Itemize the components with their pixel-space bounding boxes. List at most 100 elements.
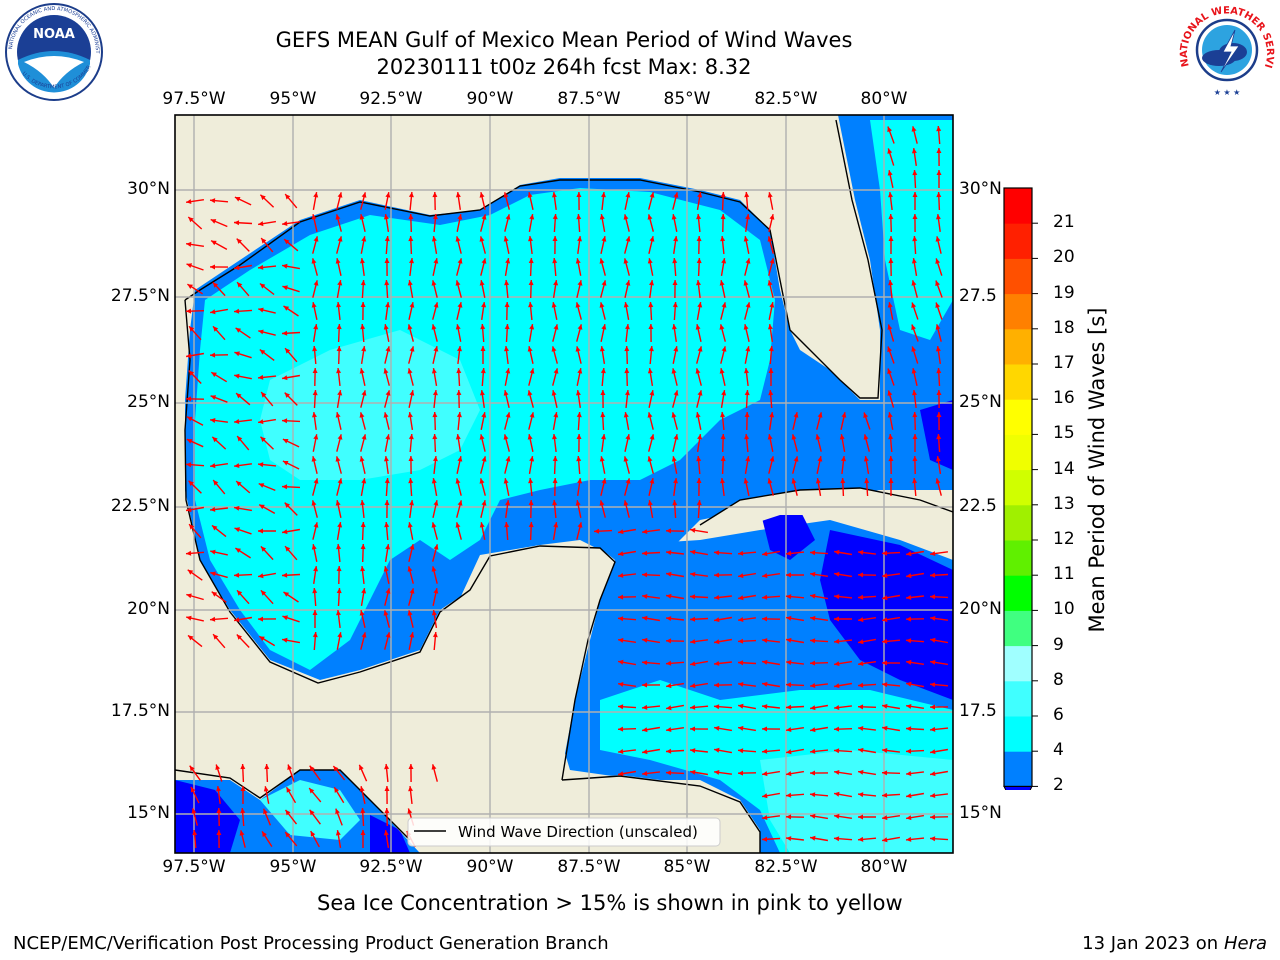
- wind-wave-arrowhead: [599, 346, 605, 352]
- wind-wave-arrowhead: [480, 346, 486, 351]
- colorbar-title: Mean Period of Wind Waves [s]: [1085, 307, 1109, 633]
- wind-wave-arrowhead: [504, 346, 509, 352]
- colorbar-tick-label: 14: [1053, 458, 1075, 479]
- wind-wave-arrowhead: [504, 302, 510, 308]
- wind-wave-arrowhead: [834, 616, 839, 622]
- colorbar-cell: [1004, 434, 1032, 471]
- wind-wave-arrowhead: [311, 258, 317, 264]
- wind-wave-arrowhead: [187, 416, 193, 422]
- colorbar: [1003, 187, 1038, 790]
- wind-wave-arrowhead: [577, 280, 583, 286]
- bahamas-water-blue: [920, 400, 953, 470]
- wind-wave-arrowhead: [695, 368, 701, 374]
- wind-wave-arrowhead: [455, 478, 461, 484]
- lon-tick-bottom: 87.5°W: [557, 857, 621, 877]
- sea-ice-note: Sea Ice Concentration > 15% is shown in …: [317, 891, 903, 915]
- wind-wave-arrowhead: [263, 786, 269, 792]
- colorbar-tick-label: 12: [1053, 529, 1075, 549]
- wind-wave-arrowhead: [575, 302, 581, 308]
- wind-wave-arrowhead: [935, 258, 941, 264]
- wind-wave-arrowhead: [527, 346, 533, 352]
- wind-wave-arrowhead: [695, 324, 701, 330]
- wind-wave-arrowhead: [888, 456, 894, 462]
- wind-wave-arrowhead: [359, 368, 365, 374]
- wind-wave-arrowhead: [258, 462, 264, 468]
- wind-wave-arrowhead: [407, 566, 413, 572]
- wind-wave-arrowhead: [671, 368, 677, 374]
- wind-wave-arrowhead: [186, 263, 193, 268]
- wind-wave-arrowhead: [858, 572, 864, 578]
- wind-wave-arrowhead: [433, 588, 439, 594]
- wind-wave-arrowhead: [599, 258, 605, 264]
- wind-wave-arrowhead: [433, 544, 439, 550]
- wind-wave-arrowhead: [408, 192, 414, 198]
- wind-wave-arrowhead: [649, 390, 655, 396]
- wind-wave-arrowhead: [738, 725, 744, 731]
- wind-wave-arrowhead: [575, 500, 581, 506]
- wind-wave-arrowhead: [455, 522, 461, 528]
- colorbar-tick-label: 21: [1053, 212, 1075, 233]
- wind-wave-arrowhead: [618, 704, 624, 710]
- wind-wave-arrowhead: [260, 194, 266, 201]
- wind-wave-arrowhead: [887, 324, 893, 330]
- wind-wave-arrowhead: [335, 214, 341, 220]
- colorbar-frame: [1003, 187, 1033, 788]
- wind-wave-arrowhead: [215, 764, 221, 770]
- wind-wave-arrowhead: [624, 368, 630, 374]
- wind-wave-arrowhead: [738, 703, 744, 709]
- wind-wave-arrowhead: [810, 638, 816, 644]
- wind-wave-arrowhead: [649, 280, 654, 286]
- wind-wave-arrowhead: [858, 814, 863, 820]
- coastline-gulf: [184, 119, 883, 399]
- date-label: 13 Jan 2023 on: [1082, 933, 1224, 954]
- wind-wave-arrowhead: [618, 616, 624, 622]
- wind-wave-arrowhead: [935, 236, 941, 242]
- wind-wave-arrowhead: [284, 502, 290, 508]
- wind-wave-arrowhead: [649, 236, 655, 242]
- wind-wave-arrowhead: [810, 705, 816, 711]
- noaa-logo-icon: NOAA NATIONAL OCEANIC AND ATMOSPHERIC AD…: [4, 2, 103, 101]
- wind-wave-arrowhead: [361, 588, 367, 594]
- wind-wave-arrowhead: [359, 456, 365, 462]
- wind-wave-arrowhead: [240, 808, 246, 814]
- lat-tick-left: 30°N: [127, 179, 170, 199]
- wind-wave-arrowhead: [888, 258, 894, 264]
- wind-wave-arrowhead: [906, 551, 912, 557]
- chart-title: GEFS MEAN Gulf of Mexico Mean Period of …: [275, 28, 853, 52]
- legend-box: [407, 817, 721, 847]
- wind-wave-arrowhead: [882, 660, 887, 666]
- wind-wave-arrowhead: [690, 639, 696, 644]
- wind-wave-arrowhead: [786, 572, 791, 578]
- lon-tick-top: 85°W: [663, 89, 711, 109]
- wind-wave-arrowhead: [188, 217, 194, 223]
- wind-wave-arrowhead: [552, 478, 558, 484]
- wind-wave-arrowhead: [576, 192, 582, 197]
- wind-wave-arrowhead: [810, 727, 816, 733]
- wind-wave-arrowhead: [720, 412, 726, 418]
- wind-wave-arrowhead: [360, 808, 366, 814]
- wind-wave-arrowhead: [599, 456, 605, 462]
- wind-wave-arrowhead: [408, 214, 414, 220]
- wind-wave-arrowhead: [335, 500, 341, 506]
- graticule: [175, 115, 953, 853]
- wind-wave-arrowhead: [624, 346, 630, 352]
- wind-wave-arrowhead: [672, 258, 678, 264]
- wind-wave-arrowhead: [912, 170, 918, 176]
- wind-wave-arrowhead: [912, 434, 918, 439]
- wind-wave-arrowhead: [666, 683, 672, 689]
- wind-wave-arrowhead: [503, 478, 509, 484]
- wind-wave-arrowhead: [696, 236, 702, 242]
- wind-wave-arrowhead: [335, 412, 341, 418]
- wind-wave-arrowhead: [666, 616, 672, 621]
- wind-wave-arrowhead: [186, 550, 192, 556]
- wind-wave-arrowhead: [714, 725, 720, 731]
- wind-wave-arrowhead: [599, 500, 605, 506]
- wind-wave-arrowhead: [834, 661, 840, 667]
- wind-wave-arrowhead: [666, 550, 672, 555]
- wind-wave-arrowhead: [935, 324, 941, 330]
- wind-wave-arrowhead: [408, 456, 414, 461]
- lat-tick-left: 22.5°N: [110, 496, 170, 516]
- wind-wave-arrowhead: [311, 544, 317, 550]
- wind-wave-arrowhead: [882, 573, 888, 578]
